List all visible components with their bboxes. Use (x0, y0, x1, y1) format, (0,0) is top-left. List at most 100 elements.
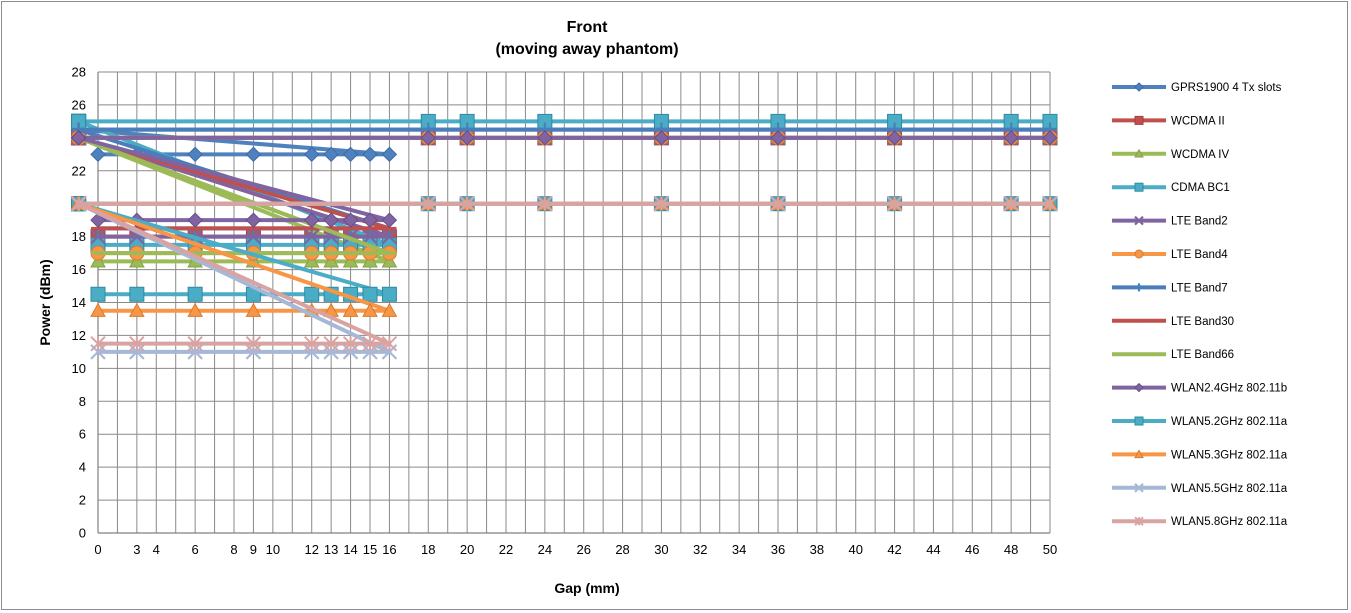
legend-item: GPRS1900 4 Tx slots (1112, 82, 1282, 94)
legend-marker (1134, 182, 1144, 192)
legend-marker (1134, 483, 1144, 493)
y-tick-label: 16 (72, 262, 86, 277)
data-point (362, 146, 378, 163)
data-point (770, 130, 786, 146)
y-tick-label: 14 (72, 295, 86, 310)
data-point (770, 196, 786, 212)
data-point (1042, 196, 1058, 212)
y-tick-label: 4 (79, 460, 86, 475)
legend-marker (1134, 215, 1144, 226)
legend-item: WLAN5.5GHz 802.11a (1112, 483, 1288, 495)
data-point (381, 302, 398, 317)
legend-label: LTE Band2 (1171, 216, 1228, 228)
x-tick-label: 3 (133, 542, 140, 557)
x-axis-title: Gap (mm) (554, 580, 619, 596)
data-point (129, 302, 145, 317)
data-point (381, 146, 398, 163)
series-line (76, 119, 1050, 247)
data-point (323, 335, 339, 352)
legend-marker (1134, 115, 1144, 125)
data-point (381, 253, 398, 268)
legend-item: WLAN5.3GHz 802.11a (1112, 449, 1288, 461)
data-point (420, 196, 436, 212)
data-point (245, 228, 262, 245)
data-point (303, 253, 320, 268)
x-tick-label: 26 (576, 542, 590, 557)
data-point (886, 196, 903, 212)
data-point (90, 335, 106, 352)
legend-label: WLAN5.5GHz 802.11a (1171, 483, 1288, 495)
legend-marker (1134, 449, 1144, 459)
legend-label: LTE Band7 (1171, 282, 1228, 294)
x-tick-label: 13 (324, 542, 338, 557)
data-point (342, 302, 359, 317)
legend-item: LTE Band66 (1112, 349, 1234, 361)
legend-label: LTE Band4 (1171, 249, 1228, 261)
series-10 (70, 130, 1058, 228)
data-point (323, 146, 339, 163)
data-point (245, 335, 262, 352)
legend-marker (1134, 382, 1144, 393)
x-tick-label: 10 (266, 542, 280, 557)
x-tick-label: 15 (363, 542, 377, 557)
y-tick-label: 2 (79, 493, 86, 508)
data-point (187, 146, 203, 163)
legend-item: LTE Band30 (1112, 316, 1234, 328)
data-point (129, 286, 145, 302)
data-point (653, 196, 670, 212)
y-tick-label: 8 (79, 394, 86, 409)
legend-item: WLAN5.8GHz 802.11a (1112, 516, 1288, 528)
legend-marker (1134, 82, 1144, 92)
chart-title-line: Front (567, 19, 609, 36)
x-tick-label: 38 (810, 542, 824, 557)
series-line (76, 201, 1050, 346)
data-point (362, 212, 378, 228)
y-tick-label: 12 (72, 328, 86, 343)
series-line (76, 135, 1050, 223)
x-tick-label: 8 (230, 542, 237, 557)
chart-title-line: (moving away phantom) (495, 41, 678, 58)
legend-label: WCDMA IV (1171, 149, 1229, 161)
data-point (90, 286, 106, 302)
x-tick-label: 48 (1004, 542, 1018, 557)
x-tick-label: 4 (153, 542, 160, 557)
y-tick-label: 22 (72, 163, 86, 178)
data-point (304, 335, 320, 352)
legend-item: WCDMA IV (1112, 148, 1229, 161)
data-point (362, 286, 378, 302)
x-tick-label: 12 (304, 542, 318, 557)
legend-marker (1134, 416, 1144, 426)
data-point (304, 212, 320, 228)
x-tick-label: 44 (926, 542, 940, 557)
x-tick-label: 50 (1043, 542, 1057, 557)
legend-label: CDMA BC1 (1171, 182, 1230, 194)
data-point (323, 212, 339, 228)
y-axis-title: Power (dBm) (37, 259, 53, 345)
data-point (362, 228, 378, 245)
data-point (537, 130, 553, 146)
legend-label: WLAN5.8GHz 802.11a (1171, 516, 1288, 528)
data-point (342, 253, 359, 268)
x-tick-label: 42 (887, 542, 901, 557)
data-point (245, 212, 262, 228)
data-point (187, 212, 203, 228)
data-point (129, 253, 145, 268)
data-point (459, 130, 475, 146)
legend-marker (1134, 249, 1144, 259)
y-tick-label: 18 (72, 229, 86, 244)
legend-label: WLAN5.3GHz 802.11a (1171, 449, 1288, 461)
data-point (245, 146, 262, 163)
data-point (1003, 130, 1019, 146)
x-tick-label: 34 (732, 542, 746, 557)
x-tick-label: 32 (693, 542, 707, 557)
x-tick-label: 28 (615, 542, 629, 557)
x-tick-label: 9 (250, 542, 257, 557)
data-point (129, 335, 145, 352)
legend-label: WLAN2.4GHz 802.11b (1171, 383, 1287, 395)
x-tick-label: 0 (94, 542, 101, 557)
y-tick-label: 10 (72, 361, 86, 376)
x-tick-label: 46 (965, 542, 979, 557)
x-tick-label: 24 (538, 542, 552, 557)
data-point (90, 228, 106, 245)
